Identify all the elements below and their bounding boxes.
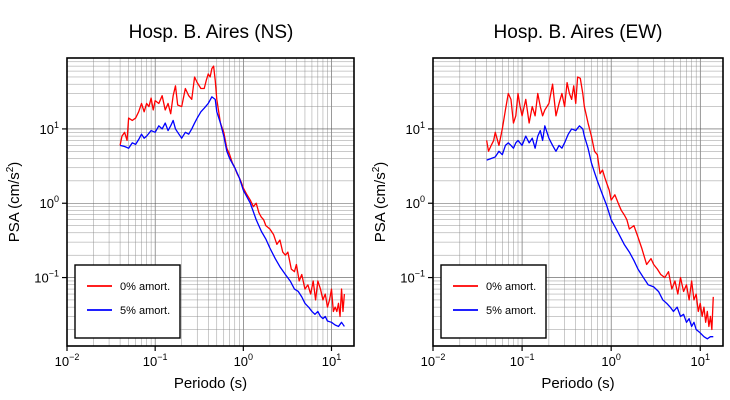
y-axis-label: PSA (cm/s2)	[371, 162, 389, 243]
chart-panel-2: 10−2 10−1 100 101 10−1 100 101 Hosp. B. Aires (…	[371, 22, 724, 392]
chart-panel-1: 10−2 10−1 100 101 10−1 100 101 Hosp. B. Aires (…	[5, 22, 355, 392]
x-tick-label: 10−2	[421, 352, 446, 369]
legend: 0% amort. 5% amort.	[74, 264, 181, 339]
series-line-damped	[486, 125, 714, 340]
legend-label: 0% amort.	[486, 281, 536, 293]
x-tick-label: 101	[691, 352, 710, 369]
y-tick-label: 101	[40, 120, 59, 137]
legend-label: 5% amort.	[120, 305, 170, 317]
x-tick-label: 100	[601, 352, 620, 369]
x-tick-label: 101	[322, 352, 341, 369]
x-tick-label: 10−2	[55, 352, 80, 369]
x-tick-label: 10−1	[143, 352, 168, 369]
plot-frame	[66, 57, 355, 347]
y-axis-label: PSA (cm/s2)	[5, 162, 23, 243]
legend-label: 0% amort.	[120, 281, 170, 293]
y-tick-label: 100	[406, 194, 425, 211]
legend-label: 5% amort.	[486, 305, 536, 317]
legend-box	[74, 264, 181, 339]
y-tick-label: 10−1	[34, 269, 59, 286]
y-tick-label: 100	[40, 194, 59, 211]
x-tick-label: 100	[234, 352, 253, 369]
series-line-undamped	[485, 76, 714, 331]
series-line-damped	[119, 96, 345, 328]
grid	[66, 57, 354, 346]
x-axis-label: Periodo (s)	[174, 375, 247, 392]
plot-frame	[432, 57, 724, 347]
chart-title: Hosp. B. Aires (NS)	[129, 22, 294, 43]
y-tick-label: 10−1	[400, 269, 425, 286]
y-tick-label: 101	[406, 120, 425, 137]
legend-box	[440, 264, 547, 339]
chart-title: Hosp. B. Aires (EW)	[494, 22, 663, 43]
legend: 0% amort. 5% amort.	[440, 264, 547, 339]
x-axis-label: Periodo (s)	[541, 375, 614, 392]
x-tick-label: 10−1	[510, 352, 535, 369]
